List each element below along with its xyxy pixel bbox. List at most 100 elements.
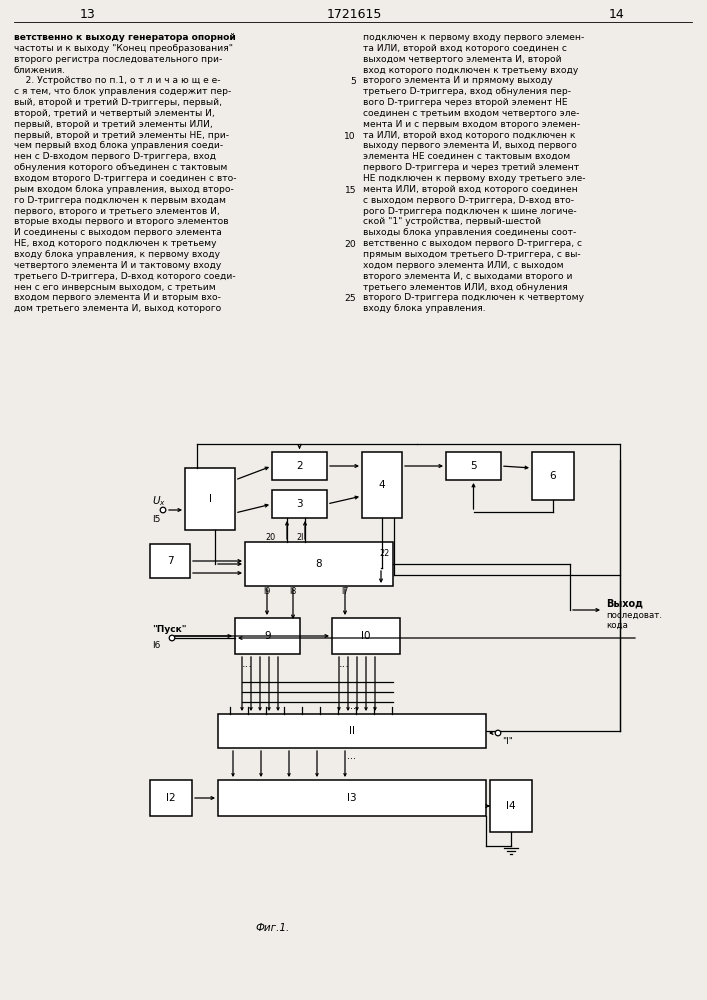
Text: вторые входы первого и второго элементов: вторые входы первого и второго элементов	[14, 217, 228, 226]
Text: $U_x$: $U_x$	[152, 494, 166, 508]
Text: выходы блока управления соединены соот-: выходы блока управления соединены соот-	[363, 228, 576, 237]
Circle shape	[169, 635, 175, 641]
Text: ветственно с выходом первого D-триггера, с: ветственно с выходом первого D-триггера,…	[363, 239, 582, 248]
Text: НЕ подключен к первому входу третьего эле-: НЕ подключен к первому входу третьего эл…	[363, 174, 585, 183]
Bar	[332, 618, 400, 654]
Text: "Пуск": "Пуск"	[152, 626, 187, 635]
Bar	[532, 452, 574, 500]
Text: кода: кода	[606, 620, 628, 630]
Text: с я тем, что блок управления содержит пер-: с я тем, что блок управления содержит пе…	[14, 87, 231, 96]
Text: 15: 15	[344, 186, 356, 195]
Bar	[245, 542, 393, 586]
Text: 2. Устройство по п.1, о т л и ч а ю щ е е-: 2. Устройство по п.1, о т л и ч а ю щ е …	[14, 76, 221, 85]
Text: I0: I0	[361, 631, 370, 641]
Text: та ИЛИ, второй вход которого подключен к: та ИЛИ, второй вход которого подключен к	[363, 131, 575, 140]
Text: второго элемента И и прямому выходу: второго элемента И и прямому выходу	[363, 76, 553, 85]
Text: 2: 2	[296, 461, 303, 471]
Text: ской "1" устройства, первый-шестой: ской "1" устройства, первый-шестой	[363, 217, 541, 226]
Text: И соединены с выходом первого элемента: И соединены с выходом первого элемента	[14, 228, 222, 237]
Text: II: II	[349, 726, 355, 736]
Text: рого D-триггера подключен к шине логиче-: рого D-триггера подключен к шине логиче-	[363, 207, 577, 216]
Text: 6: 6	[549, 471, 556, 481]
Text: рым входом блока управления, выход второ-: рым входом блока управления, выход второ…	[14, 185, 234, 194]
Text: Фиг.1.: Фиг.1.	[255, 923, 289, 933]
Text: второй, третий и четвертый элементы И,: второй, третий и четвертый элементы И,	[14, 109, 215, 118]
Text: 1721615: 1721615	[327, 7, 382, 20]
Text: ...: ...	[348, 751, 356, 761]
Text: соединен с третьим входом четвертого эле-: соединен с третьим входом четвертого эле…	[363, 109, 579, 118]
Text: 13: 13	[80, 7, 96, 20]
Text: Выход: Выход	[606, 599, 643, 609]
Text: 22: 22	[380, 550, 390, 558]
Text: 4: 4	[379, 480, 385, 490]
Text: мента ИЛИ, второй вход которого соединен: мента ИЛИ, второй вход которого соединен	[363, 185, 578, 194]
Text: входу блока управления.: входу блока управления.	[363, 304, 486, 313]
Bar	[362, 452, 402, 518]
Text: нен с D-входом первого D-триггера, вход: нен с D-входом первого D-триггера, вход	[14, 152, 216, 161]
Text: последоват.: последоват.	[606, 610, 662, 619]
Text: мента И и с первым входом второго элемен-: мента И и с первым входом второго элемен…	[363, 120, 580, 129]
Text: входом первого элемента И и вторым вхо-: входом первого элемента И и вторым вхо-	[14, 293, 221, 302]
Text: нен с его инверсным выходом, с третьим: нен с его инверсным выходом, с третьим	[14, 283, 216, 292]
Text: ...: ...	[242, 659, 253, 669]
Text: 25: 25	[344, 294, 356, 303]
Text: I4: I4	[506, 801, 516, 811]
Bar	[490, 780, 532, 832]
Circle shape	[160, 507, 166, 513]
Bar	[150, 544, 190, 578]
Text: I: I	[209, 494, 211, 504]
Text: вый, второй и третий D-триггеры, первый,: вый, второй и третий D-триггеры, первый,	[14, 98, 222, 107]
Text: третьего D-триггера, D-вход которого соеди-: третьего D-триггера, D-вход которого сое…	[14, 272, 235, 281]
Text: ...: ...	[348, 701, 356, 711]
Text: вход которого подключен к третьему входу: вход которого подключен к третьему входу	[363, 66, 578, 75]
Text: I3: I3	[347, 793, 357, 803]
Text: третьего D-триггера, вход обнуления пер-: третьего D-триггера, вход обнуления пер-	[363, 87, 571, 96]
Bar	[150, 780, 192, 816]
Text: второго регистра последовательного при-: второго регистра последовательного при-	[14, 55, 222, 64]
Bar	[218, 714, 486, 748]
Text: НЕ, вход которого подключен к третьему: НЕ, вход которого подключен к третьему	[14, 239, 216, 248]
Text: второго элемента И, с выходами второго и: второго элемента И, с выходами второго и	[363, 272, 573, 281]
Text: вого D-триггера через второй элемент НЕ: вого D-триггера через второй элемент НЕ	[363, 98, 568, 107]
Circle shape	[495, 730, 501, 736]
Text: I2: I2	[166, 793, 176, 803]
Text: 8: 8	[316, 559, 322, 569]
Text: первого D-триггера и через третий элемент: первого D-триггера и через третий элемен…	[363, 163, 579, 172]
Text: подключен к первому входу первого элемен-: подключен к первому входу первого элемен…	[363, 33, 584, 42]
Text: первого, второго и третьего элементов И,: первого, второго и третьего элементов И,	[14, 207, 220, 216]
Text: ...: ...	[339, 659, 350, 669]
Text: второго D-триггера подключен к четвертому: второго D-триггера подключен к четвертом…	[363, 293, 584, 302]
Text: I7: I7	[341, 587, 349, 596]
Text: I5: I5	[152, 514, 160, 524]
Text: ветственно к выходу генератора опорной: ветственно к выходу генератора опорной	[14, 33, 235, 42]
Text: 9: 9	[264, 631, 271, 641]
Text: 3: 3	[296, 499, 303, 509]
Bar	[272, 452, 327, 480]
Text: дом третьего элемента И, выход которого: дом третьего элемента И, выход которого	[14, 304, 221, 313]
Text: ходом первого элемента ИЛИ, с выходом: ходом первого элемента ИЛИ, с выходом	[363, 261, 563, 270]
Text: прямым выходом третьего D-триггера, с вы-: прямым выходом третьего D-триггера, с вы…	[363, 250, 580, 259]
Text: "I": "I"	[503, 736, 513, 746]
Text: элемента НЕ соединен с тактовым входом: элемента НЕ соединен с тактовым входом	[363, 152, 571, 161]
Text: выходу первого элемента И, выход первого: выходу первого элемента И, выход первого	[363, 141, 577, 150]
Text: четвертого элемента И и тактовому входу: четвертого элемента И и тактовому входу	[14, 261, 221, 270]
Text: 5: 5	[470, 461, 477, 471]
Text: обнуления которого объединен с тактовым: обнуления которого объединен с тактовым	[14, 163, 228, 172]
Text: 20: 20	[344, 240, 356, 249]
Text: 10: 10	[344, 132, 356, 141]
Text: 5: 5	[350, 77, 356, 86]
Text: с выходом первого D-триггера, D-вход вто-: с выходом первого D-триггера, D-вход вто…	[363, 196, 574, 205]
Text: I6: I6	[152, 642, 160, 650]
Text: та ИЛИ, второй вход которого соединен с: та ИЛИ, второй вход которого соединен с	[363, 44, 567, 53]
Bar	[218, 780, 486, 816]
Text: первый, второй и третий элементы НЕ, при-: первый, второй и третий элементы НЕ, при…	[14, 131, 229, 140]
Text: 14: 14	[609, 7, 625, 20]
Bar	[272, 490, 327, 518]
Text: ближения.: ближения.	[14, 66, 66, 75]
Text: 7: 7	[167, 556, 173, 566]
Bar	[185, 468, 235, 530]
Bar	[446, 452, 501, 480]
Text: первый, второй и третий элементы ИЛИ,: первый, второй и третий элементы ИЛИ,	[14, 120, 213, 129]
Text: I8: I8	[289, 587, 297, 596]
Text: третьего элементов ИЛИ, вход обнуления: третьего элементов ИЛИ, вход обнуления	[363, 283, 568, 292]
